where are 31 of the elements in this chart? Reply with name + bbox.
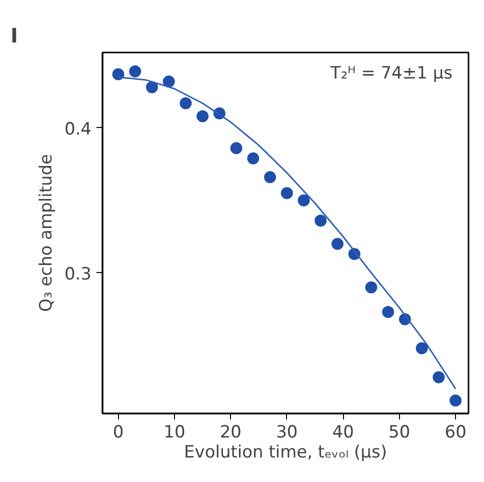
x-tick-label: 30 (276, 422, 298, 442)
x-tick-label: 60 (444, 422, 466, 442)
x-axis-title: Evolution time, tₑᵥₒₗ (μs) (184, 442, 387, 462)
point (112, 68, 124, 80)
x-tick-label: 20 (220, 422, 242, 442)
point (230, 142, 242, 154)
point (196, 110, 209, 122)
point (162, 76, 175, 88)
y-tick-label: 0.3 (64, 264, 92, 284)
point (180, 97, 192, 110)
x-tick-label: 0 (112, 422, 124, 442)
x-tick-label: 50 (388, 422, 410, 442)
point (314, 214, 327, 227)
point (382, 306, 394, 318)
point (332, 238, 344, 250)
point (450, 394, 462, 406)
annotation: T₂ᴴ = 74±1 μs (329, 64, 453, 84)
x-tick-label: 40 (332, 422, 354, 442)
x-tick-label: 10 (164, 422, 186, 442)
point (247, 152, 260, 164)
point (298, 194, 310, 206)
point (280, 187, 293, 200)
point (365, 281, 378, 294)
y-axis-title: Q₃ echo amplitude (36, 154, 56, 312)
point (264, 171, 276, 184)
point (129, 65, 142, 78)
point (416, 342, 428, 354)
point (432, 371, 445, 384)
y-tick-label: 0.4 (64, 119, 92, 140)
point (146, 81, 158, 94)
chart-title: I (10, 24, 18, 48)
